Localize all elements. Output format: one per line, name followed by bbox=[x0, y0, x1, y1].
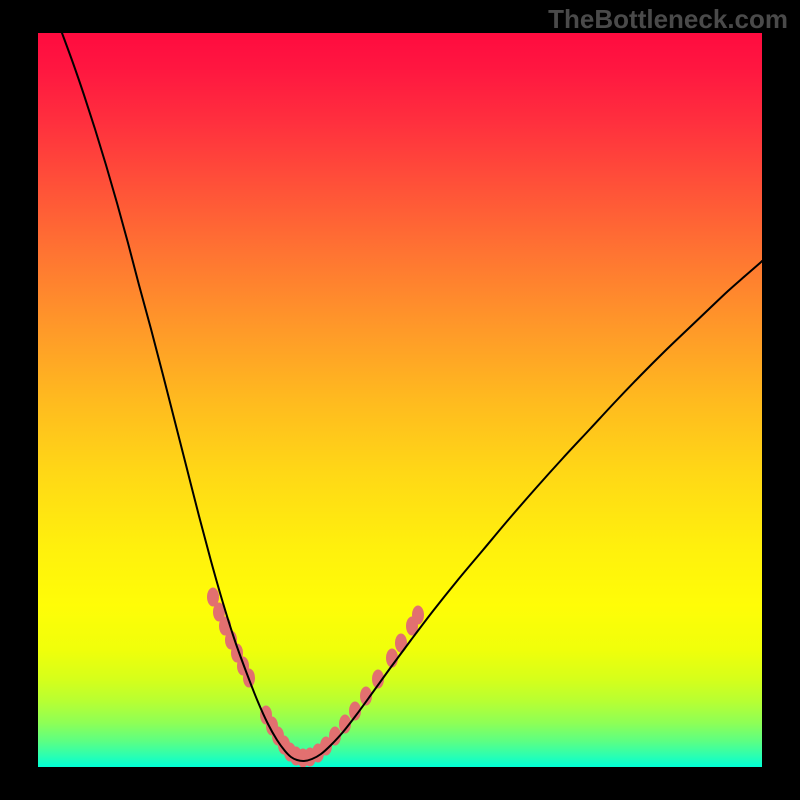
bead-markers bbox=[207, 588, 424, 768]
bottleneck-curve bbox=[62, 33, 762, 761]
bead-marker bbox=[412, 606, 424, 625]
watermark-text: TheBottleneck.com bbox=[548, 4, 788, 35]
bead-marker bbox=[395, 634, 407, 653]
chart-container: TheBottleneck.com bbox=[0, 0, 800, 800]
plot-area bbox=[38, 33, 762, 767]
curve-overlay bbox=[38, 33, 762, 767]
